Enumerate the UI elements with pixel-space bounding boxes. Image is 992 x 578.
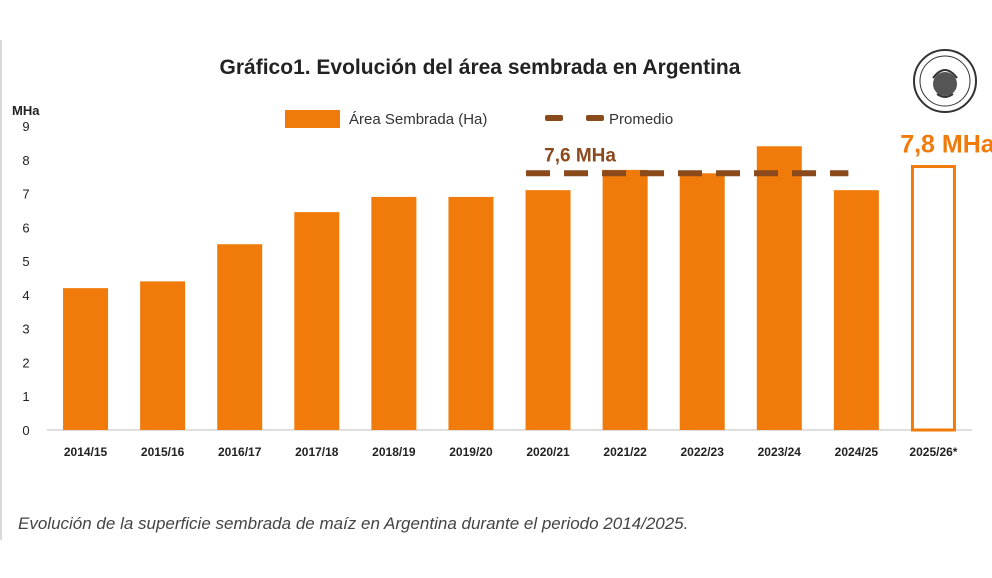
- x-tick-label: 2019/20: [449, 445, 493, 459]
- projected-bar: [910, 165, 956, 432]
- bar: [525, 190, 571, 430]
- bar: [294, 212, 340, 430]
- y-tick-label: 7: [22, 187, 29, 202]
- bar: [217, 244, 263, 430]
- x-tick-label: 2022/23: [681, 445, 725, 459]
- bar: [140, 281, 186, 430]
- y-tick-label: 9: [22, 119, 29, 134]
- bar: [602, 169, 648, 430]
- y-axis-unit: MHa: [12, 103, 40, 118]
- bar: [448, 196, 494, 430]
- y-tick-label: 6: [22, 220, 29, 235]
- figure-caption: Evolución de la superficie sembrada de m…: [18, 514, 689, 533]
- y-tick-label: 4: [22, 288, 29, 303]
- bar: [63, 288, 109, 430]
- bar: [679, 173, 725, 431]
- x-tick-label: 2023/24: [758, 445, 802, 459]
- left-border: [0, 40, 2, 540]
- chart-title: Gráfico1. Evolución del área sembrada en…: [219, 56, 741, 79]
- y-tick-label: 5: [22, 254, 29, 269]
- y-tick-label: 3: [22, 322, 29, 337]
- bolsa-de-cereales-logo: [913, 49, 977, 113]
- x-tick-label: 2021/22: [603, 445, 647, 459]
- legend-average-dash-1: [545, 115, 563, 121]
- bar: [833, 190, 879, 430]
- x-tick-label: 2016/17: [218, 445, 262, 459]
- x-tick-label: 2018/19: [372, 445, 416, 459]
- x-tick-label: 2025/26*: [909, 445, 957, 459]
- legend-bar-swatch: [285, 110, 340, 128]
- average-value-label: 7,6 MHa: [544, 145, 616, 166]
- x-tick-label: 2014/15: [64, 445, 108, 459]
- y-tick-label: 2: [22, 355, 29, 370]
- y-tick-label: 0: [22, 423, 29, 438]
- bar: [371, 196, 417, 430]
- x-tick-label: 2024/25: [835, 445, 879, 459]
- y-tick-label: 1: [22, 389, 29, 404]
- x-tick-label: 2020/21: [526, 445, 570, 459]
- legend-series-label: Área Sembrada (Ha): [349, 111, 488, 128]
- legend-average-label: Promedio: [609, 111, 674, 128]
- x-tick-label: 2017/18: [295, 445, 339, 459]
- y-tick-label: 8: [22, 153, 29, 168]
- projected-value-label: 7,8 MHa: [900, 131, 992, 159]
- x-tick-label: 2015/16: [141, 445, 185, 459]
- bar: [756, 146, 802, 430]
- legend-average-dash-2: [586, 115, 604, 121]
